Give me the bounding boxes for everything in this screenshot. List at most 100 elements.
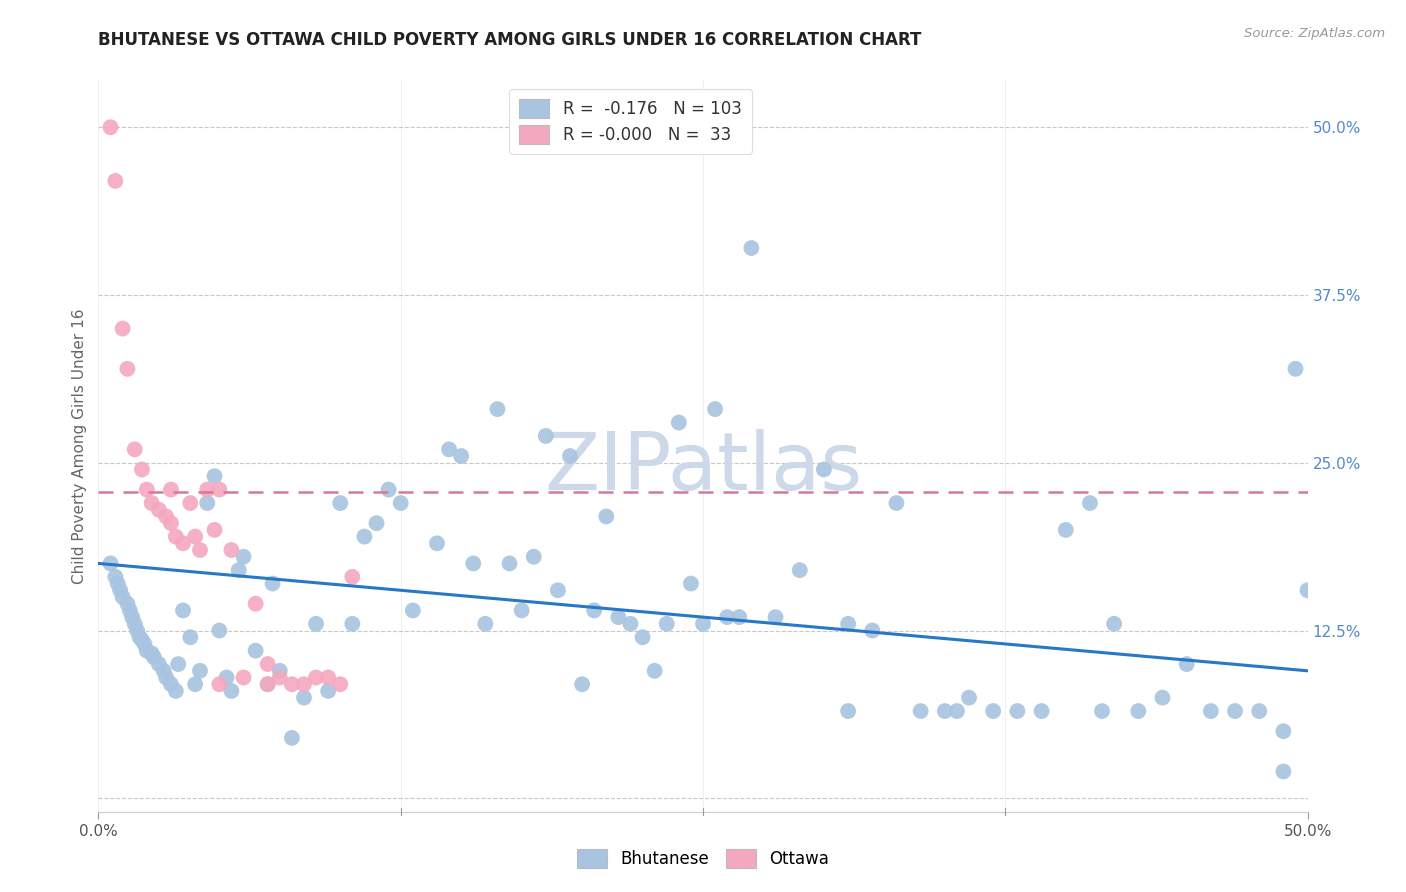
Point (256, 657, 278, 671)
Point (402, 603, 425, 617)
Point (128, 630, 150, 644)
Point (141, 496, 163, 510)
Point (111, 590, 134, 604)
Point (1031, 704, 1053, 718)
Point (463, 557, 485, 571)
Point (262, 576, 284, 591)
Point (474, 616, 496, 631)
Point (143, 650, 166, 665)
Point (165, 684, 187, 698)
Point (679, 576, 702, 591)
Legend: Bhutanese, Ottawa: Bhutanese, Ottawa (571, 842, 835, 875)
Y-axis label: Child Poverty Among Girls Under 16: Child Poverty Among Girls Under 16 (72, 309, 87, 583)
Point (188, 664, 211, 678)
Text: ZIPatlas: ZIPatlas (544, 429, 862, 507)
Point (131, 632, 153, 647)
Point (837, 704, 859, 718)
Point (256, 677, 278, 691)
Point (281, 677, 304, 691)
Point (716, 610, 738, 624)
Point (813, 462, 835, 476)
Point (232, 671, 254, 685)
Point (184, 677, 207, 691)
Point (245, 643, 267, 657)
Point (595, 509, 617, 524)
Point (1199, 704, 1222, 718)
Point (152, 664, 174, 678)
Point (124, 442, 146, 457)
Point (195, 496, 218, 510)
Point (124, 616, 146, 631)
Point (228, 563, 250, 577)
Point (668, 416, 690, 430)
Point (342, 570, 364, 584)
Point (188, 543, 211, 558)
Point (981, 704, 1004, 718)
Point (450, 449, 472, 463)
Point (148, 502, 170, 516)
Point (208, 677, 231, 691)
Point (1223, 704, 1246, 718)
Point (1091, 704, 1114, 718)
Point (389, 496, 412, 510)
Point (583, 603, 606, 617)
Point (208, 624, 231, 638)
Point (148, 657, 170, 671)
Point (221, 684, 243, 698)
Point (215, 671, 238, 685)
Point (221, 543, 243, 558)
Point (172, 603, 194, 617)
Point (1152, 690, 1174, 705)
Legend: R =  -0.176   N = 103, R = -0.000   N =  33: R = -0.176 N = 103, R = -0.000 N = 33 (509, 88, 752, 153)
Point (1272, 764, 1295, 779)
Point (765, 610, 787, 624)
Point (104, 174, 127, 188)
Point (1078, 496, 1101, 510)
Point (934, 704, 956, 718)
Point (655, 616, 678, 631)
Point (946, 704, 969, 718)
Point (1054, 523, 1077, 537)
Point (184, 530, 207, 544)
Point (316, 671, 339, 685)
Point (135, 643, 157, 657)
Point (316, 684, 339, 698)
Point (172, 536, 194, 550)
Point (160, 516, 183, 531)
Point (117, 597, 139, 611)
Point (1007, 704, 1029, 718)
Point (100, 120, 122, 135)
Point (245, 597, 267, 611)
Point (1284, 361, 1306, 376)
Point (631, 630, 654, 644)
Point (121, 610, 143, 624)
Point (179, 496, 201, 510)
Point (910, 704, 932, 718)
Point (135, 483, 157, 497)
Point (160, 483, 183, 497)
Point (104, 570, 127, 584)
Point (281, 731, 304, 745)
Point (155, 509, 177, 524)
Point (118, 603, 141, 617)
Point (100, 557, 122, 571)
Point (195, 483, 218, 497)
Point (957, 690, 980, 705)
Point (523, 549, 546, 564)
Point (141, 646, 163, 660)
Point (837, 616, 859, 631)
Point (728, 610, 751, 624)
Point (353, 530, 375, 544)
Point (1296, 583, 1319, 598)
Point (165, 530, 187, 544)
Point (1249, 704, 1271, 718)
Point (1128, 704, 1150, 718)
Text: BHUTANESE VS OTTAWA CHILD POVERTY AMONG GIRLS UNDER 16 CORRELATION CHART: BHUTANESE VS OTTAWA CHILD POVERTY AMONG … (98, 31, 922, 49)
Point (860, 624, 883, 638)
Point (167, 657, 190, 671)
Point (269, 671, 291, 685)
Point (305, 671, 328, 685)
Point (155, 671, 177, 685)
Point (160, 677, 183, 691)
Point (292, 677, 315, 691)
